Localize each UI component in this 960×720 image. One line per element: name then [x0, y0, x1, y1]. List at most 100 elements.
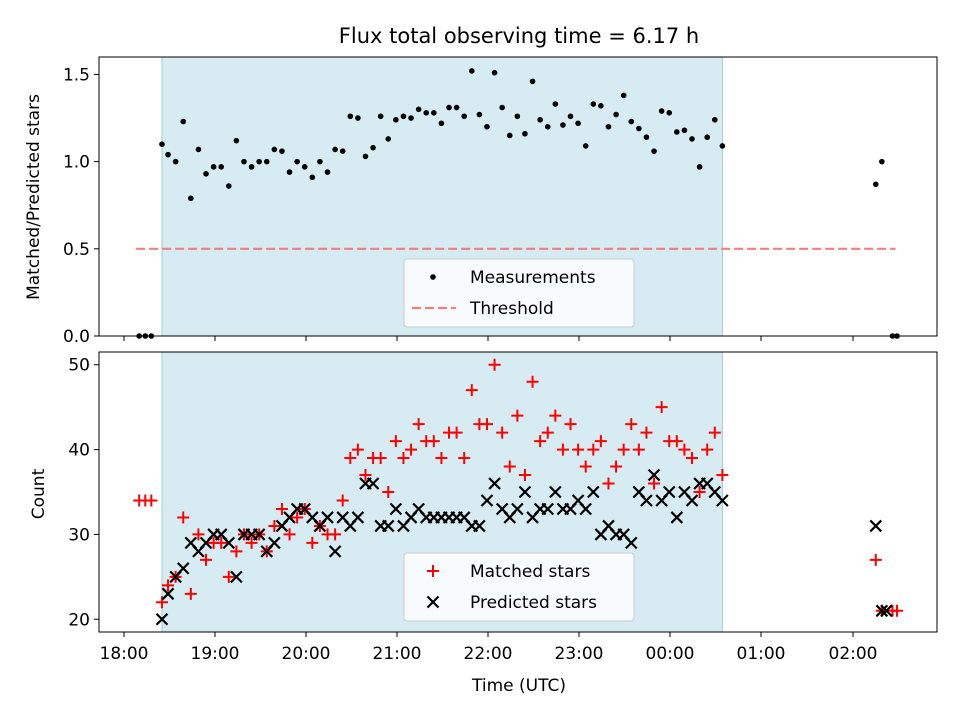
data-point — [294, 158, 300, 165]
y-tick-label: 40 — [68, 441, 90, 461]
data-point — [336, 494, 349, 507]
legend: Matched stars Predicted stars — [403, 552, 635, 622]
data-point — [385, 136, 392, 142]
data-point — [188, 195, 194, 202]
data-point — [271, 146, 278, 153]
y-tick-label: 0.0 — [63, 327, 90, 347]
data-point — [324, 169, 331, 175]
data-point — [625, 418, 638, 431]
legend-entry: Threshold — [469, 299, 554, 319]
series-predicted-stars — [155, 468, 893, 626]
data-point — [268, 536, 281, 550]
data-point — [283, 528, 296, 541]
data-point — [218, 164, 224, 170]
data-point — [165, 151, 171, 158]
data-point — [632, 443, 645, 456]
data-point — [233, 137, 240, 144]
data-point — [215, 536, 228, 549]
legend: Measurements Threshold — [403, 258, 635, 328]
data-point — [598, 103, 604, 109]
data-point — [291, 511, 304, 524]
data-point — [400, 113, 407, 120]
bottom-y-axis-label: Count — [29, 468, 49, 519]
ratio-panel: Flux total observing time = 6.17 h Match… — [24, 24, 938, 347]
data-point — [461, 113, 468, 120]
data-point — [678, 443, 691, 456]
data-point — [427, 435, 440, 448]
data-point — [155, 596, 168, 609]
data-point — [309, 174, 316, 181]
data-point — [450, 426, 463, 439]
data-point — [275, 502, 288, 515]
data-point — [518, 469, 531, 482]
legend-marker — [430, 274, 436, 280]
data-point — [256, 158, 262, 165]
legend-marker — [427, 565, 439, 577]
data-point — [605, 123, 612, 130]
data-point — [465, 384, 478, 397]
data-point — [613, 111, 619, 118]
data-point — [225, 183, 232, 189]
data-point — [522, 130, 528, 137]
data-point — [230, 545, 243, 558]
y-tick-label: 1.5 — [63, 65, 90, 85]
data-point — [241, 158, 247, 165]
plot-frame — [98, 56, 938, 337]
data-point — [192, 528, 205, 541]
data-point — [393, 116, 399, 123]
data-point — [453, 104, 460, 111]
data-point — [708, 426, 721, 439]
y-tick-label: 20 — [68, 610, 90, 630]
x-axis-label: Time (UTC) — [471, 676, 566, 696]
data-point — [891, 604, 904, 617]
data-point — [686, 452, 699, 465]
data-point — [647, 468, 661, 482]
data-point — [640, 426, 653, 439]
top-plot-area: 0.0 0.5 1.0 1.5 Measurements Threshold — [63, 56, 938, 347]
data-point — [245, 536, 258, 549]
x-tick-label: 21:00 — [373, 644, 422, 664]
data-point — [286, 169, 293, 175]
data-point — [473, 519, 486, 533]
data-point — [362, 153, 369, 160]
data-point — [329, 528, 342, 541]
data-point — [711, 116, 718, 123]
data-point — [529, 78, 536, 85]
data-point — [177, 511, 190, 524]
data-point — [184, 587, 197, 600]
data-point — [480, 418, 493, 431]
data-point — [670, 511, 684, 524]
data-point — [415, 106, 422, 113]
data-point — [872, 181, 879, 188]
data-point — [351, 511, 365, 524]
data-point — [484, 123, 490, 130]
bottom-plot-area: 20 30 40 50 18:00 19:00 20:00 21:00 22:00 23:00 00… — [68, 351, 938, 664]
data-point — [685, 494, 699, 507]
data-point — [408, 115, 414, 121]
data-point — [458, 452, 471, 465]
data-point — [332, 146, 338, 153]
data-point — [590, 101, 597, 107]
data-point — [587, 485, 600, 499]
x-tick-label: 20:00 — [282, 644, 331, 664]
data-point — [344, 452, 357, 465]
data-point — [488, 477, 501, 490]
data-point — [544, 123, 551, 130]
data-point — [670, 435, 683, 448]
data-point — [869, 519, 883, 533]
data-point — [374, 452, 387, 465]
data-point — [161, 587, 175, 601]
data-point — [155, 612, 169, 626]
data-point — [423, 110, 430, 116]
data-point — [526, 375, 539, 388]
data-point — [511, 409, 524, 422]
data-point — [666, 110, 673, 116]
y-tick-label: 1.0 — [63, 153, 90, 173]
data-point — [681, 127, 688, 134]
data-point — [880, 604, 893, 618]
data-point — [389, 435, 402, 448]
x-tick-label: 18:00 — [100, 644, 149, 664]
data-point — [696, 164, 703, 170]
data-point — [382, 486, 395, 498]
data-point — [359, 469, 372, 482]
